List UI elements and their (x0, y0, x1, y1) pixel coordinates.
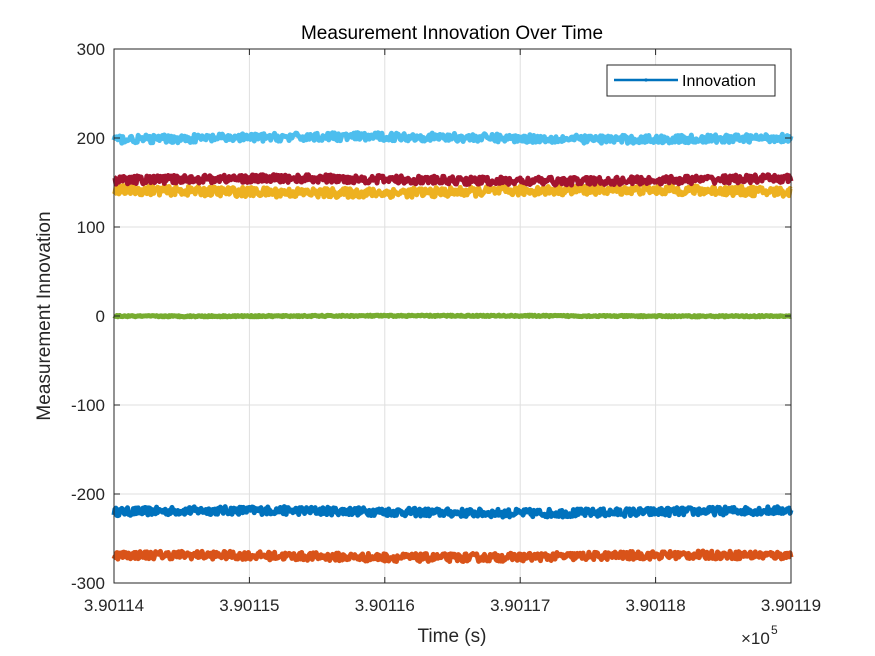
legend-label-innovation: Innovation (682, 73, 756, 90)
ticks (113, 48, 792, 584)
y-axis-label: Measurement Innovation (34, 211, 55, 420)
x-exponent-base: ×10 (741, 629, 770, 648)
y-tick-label: 0 (96, 307, 105, 326)
legend-marker-innovation (644, 78, 648, 82)
tick-labels: 3.90114 3.90115 3.90116 3.90117 3.90118 3.901… (71, 40, 821, 615)
x-tick-label: 3.90117 (490, 596, 550, 615)
y-tick-label: -300 (71, 574, 105, 593)
x-axis-label: Time (s) (418, 626, 487, 647)
series-layer (111, 130, 794, 564)
x-tick-label: 3.90115 (219, 596, 279, 615)
y-tick-label: 300 (77, 40, 105, 59)
x-tick-label: 3.90114 (84, 596, 144, 615)
series-6 (111, 130, 794, 146)
series-5 (112, 312, 793, 320)
x-tick-label: 3.90119 (761, 596, 821, 615)
y-tick-label: 200 (77, 129, 105, 148)
x-tick-label: 3.90118 (625, 596, 685, 615)
x-tick-label: 3.90116 (355, 596, 415, 615)
legend: Innovation (606, 64, 776, 97)
chart-title: Measurement Innovation Over Time (301, 23, 603, 44)
series-3 (112, 182, 793, 200)
series-innovation (111, 504, 794, 520)
y-tick-label: -200 (71, 485, 105, 504)
x-exponent-power: 5 (771, 623, 778, 637)
x-exponent: ×10 5 (741, 623, 778, 648)
series-2 (111, 548, 794, 564)
y-tick-label: 100 (77, 218, 105, 237)
series-7 (112, 172, 794, 188)
y-tick-label: -100 (71, 396, 105, 415)
